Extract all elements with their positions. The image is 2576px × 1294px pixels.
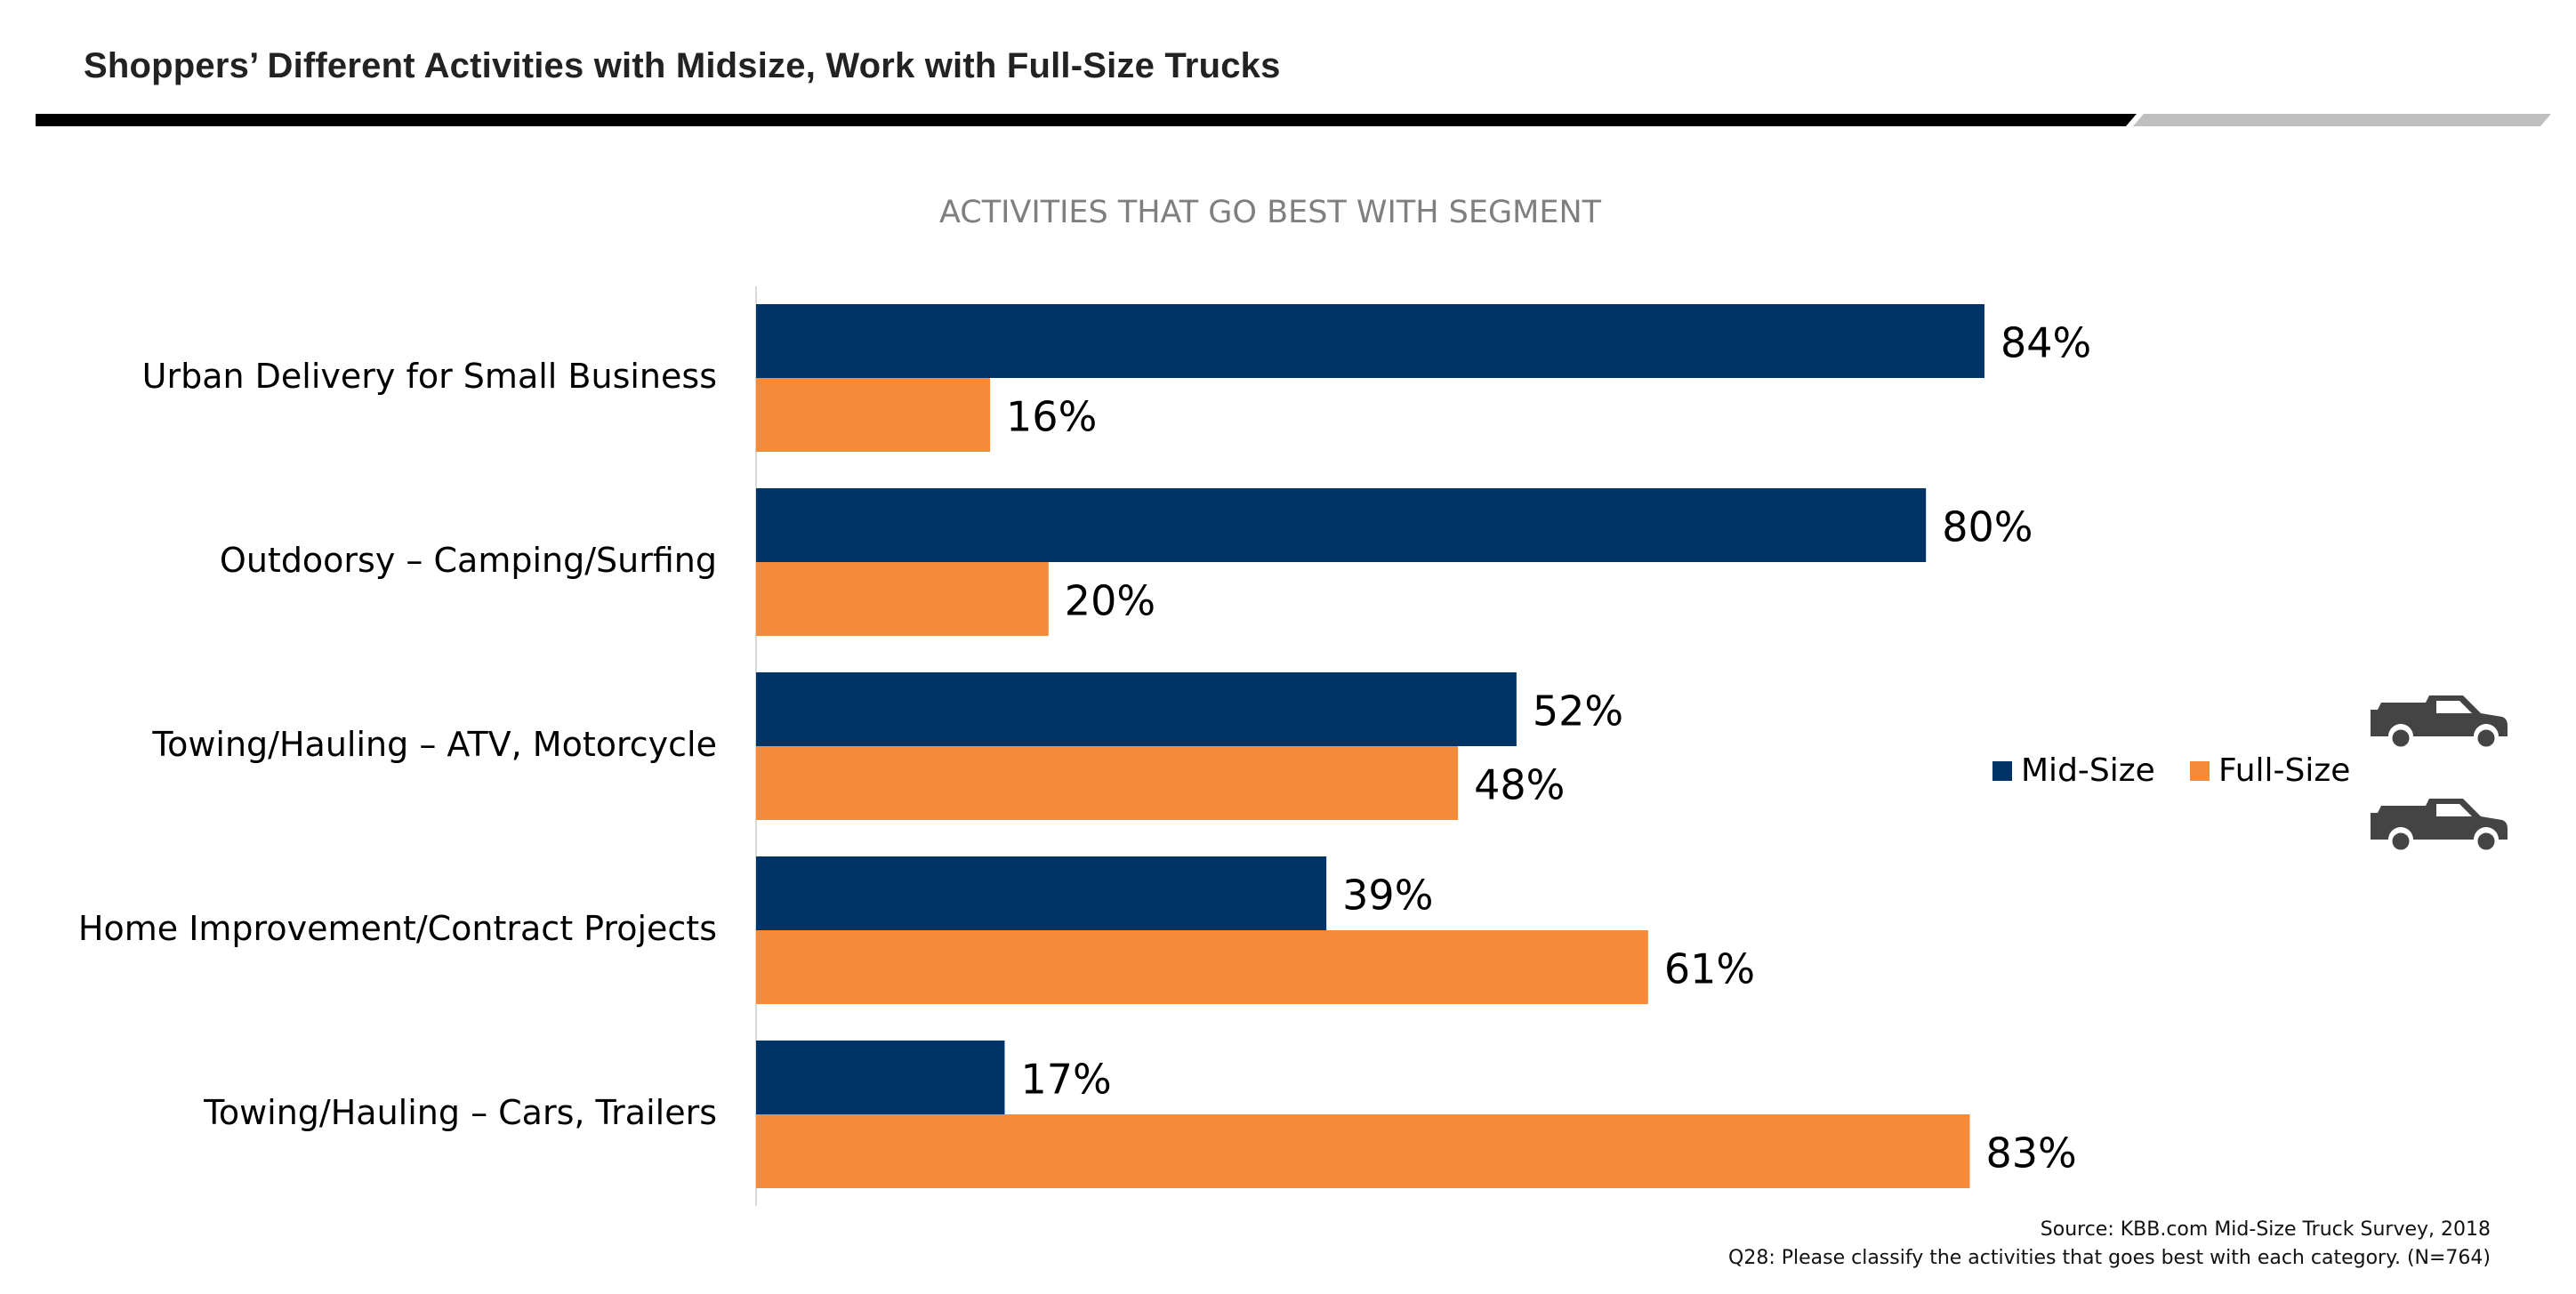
source-note: Source: KBB.com Mid-Size Truck Survey, 2… [2040,1218,2491,1241]
bar-full-size-1 [756,562,1049,636]
legend-swatch-mid-size [1992,761,2012,781]
category-label: Urban Delivery for Small Business [142,357,717,396]
bar-mid-size-3 [756,856,1327,930]
title-underline-accent [2133,114,2551,126]
data-label: 84% [2000,319,2091,367]
data-label: 48% [1474,761,1565,809]
data-label: 61% [1664,945,1755,993]
legend: Mid-Size Full-Size [1992,752,2350,789]
question-note: Q28: Please classify the activities that… [1728,1247,2491,1269]
bar-full-size-4 [756,1114,1970,1188]
bar-mid-size-2 [756,672,1517,746]
data-label: 83% [1986,1129,2077,1177]
page-title: Shoppers’ Different Activities with Mids… [84,46,1281,85]
bar-full-size-0 [756,378,991,452]
data-label: 16% [1006,393,1097,441]
category-label: Towing/Hauling – ATV, Motorcycle [151,725,717,764]
data-label: 39% [1342,872,1433,920]
category-label: Home Improvement/Contract Projects [78,909,717,948]
labels-layer: Urban Delivery for Small Business 84% 16% O… [78,319,2091,1177]
category-label: Outdoorsy – Camping/Surfing [220,541,717,580]
legend-label-full-size: Full-Size [2218,752,2350,789]
title-underline-bar [36,114,2137,126]
data-label: 17% [1020,1056,1111,1104]
legend-swatch-full-size [2190,761,2210,781]
bar-full-size-3 [756,930,1648,1004]
bars-layer [756,304,1984,1188]
bar-full-size-2 [756,746,1459,820]
data-label: 52% [1533,687,1623,735]
bar-mid-size-4 [756,1041,1005,1114]
pickup-truck-icon [2371,799,2508,853]
chart-title: ACTIVITIES THAT GO BEST WITH SEGMENT [939,195,1602,230]
data-label: 80% [1942,503,2033,551]
bar-mid-size-1 [756,488,1927,562]
pickup-truck-icon [2371,695,2508,750]
bar-mid-size-0 [756,304,1984,378]
category-label: Towing/Hauling – Cars, Trailers [203,1093,717,1132]
data-label: 20% [1065,577,1155,625]
legend-label-mid-size: Mid-Size [2021,752,2155,789]
